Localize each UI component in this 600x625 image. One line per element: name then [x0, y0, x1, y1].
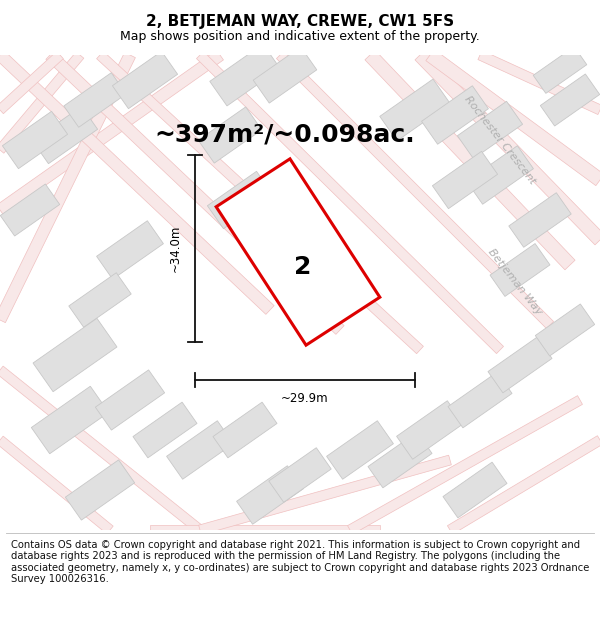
Text: Rochester Crescent: Rochester Crescent — [463, 94, 538, 186]
Polygon shape — [46, 51, 344, 334]
Polygon shape — [236, 466, 304, 524]
Polygon shape — [535, 304, 595, 356]
Polygon shape — [33, 318, 117, 392]
Polygon shape — [133, 402, 197, 458]
Polygon shape — [65, 460, 134, 520]
Polygon shape — [196, 51, 503, 354]
Polygon shape — [253, 47, 317, 103]
Polygon shape — [433, 151, 497, 209]
Polygon shape — [213, 402, 277, 458]
Polygon shape — [509, 192, 571, 248]
Polygon shape — [95, 370, 164, 430]
Polygon shape — [0, 52, 136, 322]
Polygon shape — [397, 401, 463, 459]
Polygon shape — [198, 107, 262, 163]
Text: 2: 2 — [295, 255, 311, 279]
Polygon shape — [533, 47, 587, 93]
Polygon shape — [254, 202, 316, 258]
Text: Betjeman Way: Betjeman Way — [486, 247, 544, 317]
Polygon shape — [167, 421, 233, 479]
Polygon shape — [31, 386, 109, 454]
Polygon shape — [478, 51, 600, 114]
Polygon shape — [69, 272, 131, 328]
Polygon shape — [488, 337, 552, 393]
Text: ~34.0m: ~34.0m — [169, 225, 182, 272]
Polygon shape — [426, 49, 600, 186]
Polygon shape — [448, 436, 600, 534]
Polygon shape — [208, 171, 272, 229]
Polygon shape — [326, 421, 394, 479]
Polygon shape — [97, 51, 424, 354]
Polygon shape — [0, 51, 274, 314]
Polygon shape — [365, 50, 575, 270]
Polygon shape — [380, 79, 450, 141]
Polygon shape — [2, 111, 68, 169]
Polygon shape — [97, 221, 163, 279]
Polygon shape — [269, 448, 331, 503]
Polygon shape — [467, 146, 533, 204]
Polygon shape — [443, 462, 507, 518]
Polygon shape — [490, 244, 550, 296]
Text: ~29.9m: ~29.9m — [281, 391, 329, 404]
Polygon shape — [415, 50, 600, 245]
Polygon shape — [216, 159, 380, 345]
Polygon shape — [1, 184, 59, 236]
Polygon shape — [0, 52, 84, 153]
Text: 2, BETJEMAN WAY, CREWE, CW1 5FS: 2, BETJEMAN WAY, CREWE, CW1 5FS — [146, 14, 454, 29]
Text: Map shows position and indicative extent of the property.: Map shows position and indicative extent… — [120, 30, 480, 43]
Polygon shape — [199, 455, 451, 535]
Polygon shape — [290, 249, 350, 301]
Polygon shape — [277, 51, 554, 329]
Polygon shape — [0, 51, 64, 114]
Text: Contains OS data © Crown copyright and database right 2021. This information is : Contains OS data © Crown copyright and d… — [11, 539, 589, 584]
Polygon shape — [448, 372, 512, 428]
Polygon shape — [0, 436, 113, 534]
Polygon shape — [541, 74, 599, 126]
Polygon shape — [210, 44, 280, 106]
Text: ~397m²/~0.098ac.: ~397m²/~0.098ac. — [155, 123, 415, 147]
Polygon shape — [64, 72, 126, 127]
Polygon shape — [457, 101, 523, 159]
Polygon shape — [0, 50, 223, 215]
Polygon shape — [0, 366, 203, 534]
Polygon shape — [112, 51, 178, 109]
Polygon shape — [368, 432, 432, 488]
Polygon shape — [150, 525, 380, 535]
Polygon shape — [422, 86, 488, 144]
Polygon shape — [347, 396, 583, 534]
Polygon shape — [32, 106, 98, 164]
